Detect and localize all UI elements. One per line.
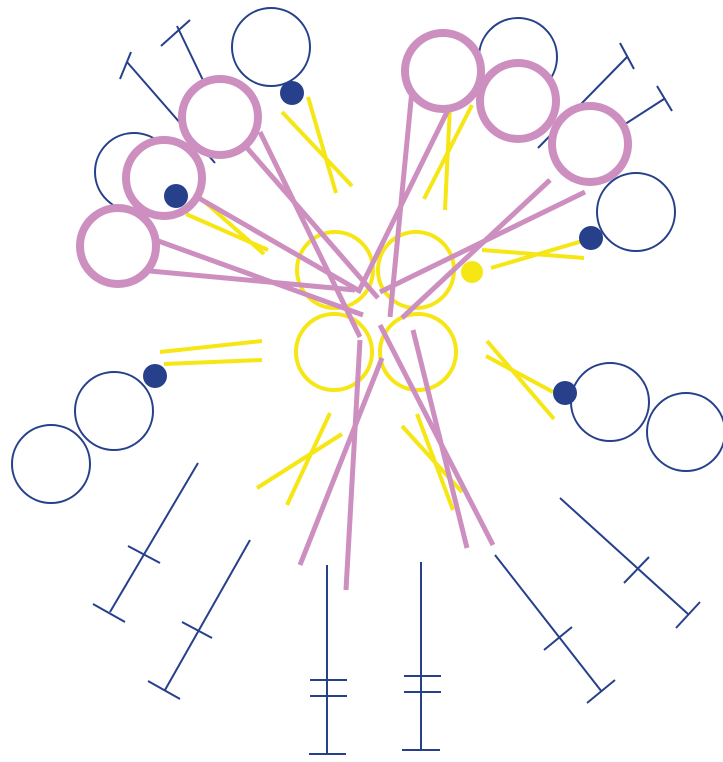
pink-circle xyxy=(476,59,560,143)
navy-circle xyxy=(570,362,650,442)
yellow-circle xyxy=(376,230,456,310)
navy-circle xyxy=(74,371,154,451)
yellow-arm xyxy=(280,96,354,194)
navy-tail xyxy=(494,554,616,704)
navy-dot xyxy=(143,364,167,388)
pink-strand xyxy=(257,130,363,339)
pink-circle xyxy=(401,29,485,113)
pink-circle xyxy=(548,102,632,186)
navy-tail xyxy=(309,565,347,755)
pink-strand xyxy=(378,189,587,295)
yellow-arms xyxy=(159,96,587,511)
pink-circles xyxy=(76,29,632,288)
yellow-dot xyxy=(461,261,483,283)
navy-dot xyxy=(579,226,603,250)
navy-circle xyxy=(231,7,311,87)
yellow-arm xyxy=(422,104,474,211)
pink-strand xyxy=(355,108,451,295)
pink-circle xyxy=(178,75,262,159)
pink-circle xyxy=(76,204,160,288)
pink-strand xyxy=(117,265,356,293)
yellow-circle xyxy=(295,230,375,310)
pink-strand xyxy=(297,357,385,566)
navy-dot xyxy=(280,81,304,105)
navy-tails xyxy=(92,19,701,755)
pink-strand xyxy=(343,339,363,591)
navy-tail xyxy=(559,497,701,629)
yellow-arm xyxy=(485,339,556,421)
navy-circle xyxy=(11,424,91,504)
navy-tail xyxy=(147,539,251,700)
navy-tail xyxy=(402,562,441,751)
yellow-arm xyxy=(481,238,587,270)
navy-circle xyxy=(596,172,676,252)
navy-circle xyxy=(646,392,723,472)
yellow-circle xyxy=(378,312,458,392)
yellow-arm xyxy=(255,412,344,506)
yellow-arm xyxy=(159,339,263,366)
pink-circle xyxy=(122,136,206,220)
navy-dot xyxy=(164,184,188,208)
pink-strand xyxy=(400,178,552,320)
navy-circles xyxy=(11,7,723,504)
yellow-circle xyxy=(294,312,374,392)
pink-strand xyxy=(377,323,496,547)
navy-dots xyxy=(143,81,603,405)
pink-strand xyxy=(149,235,364,318)
navy-tail xyxy=(92,462,199,623)
navy-dot xyxy=(553,381,577,405)
